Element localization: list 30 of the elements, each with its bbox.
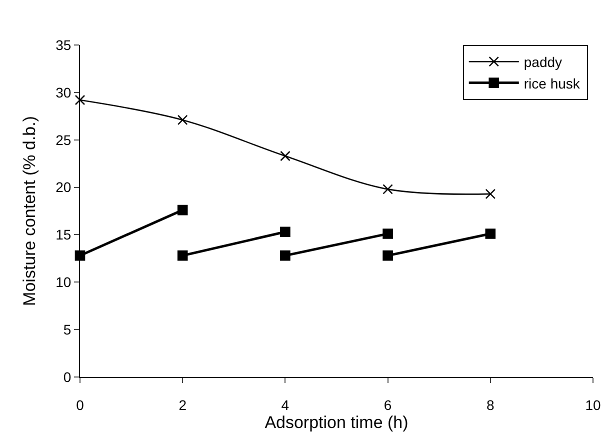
y-tick-label: 15 bbox=[56, 226, 72, 243]
x-tick-label: 8 bbox=[486, 396, 494, 413]
x-axis-title: Adsorption time (h) bbox=[264, 412, 408, 432]
x-tick-label: 6 bbox=[384, 396, 392, 413]
y-tick-label: 35 bbox=[56, 36, 72, 53]
y-tick-label: 20 bbox=[56, 179, 72, 196]
y-tick-label: 0 bbox=[63, 368, 72, 385]
y-tick-label: 25 bbox=[56, 132, 72, 148]
point bbox=[177, 114, 188, 126]
y-axis-title: Moisture content (% d.b.) bbox=[20, 116, 40, 306]
point bbox=[382, 228, 393, 239]
point bbox=[177, 204, 188, 216]
point bbox=[485, 228, 496, 239]
y-tick-label: 5 bbox=[63, 321, 72, 338]
x-tick-label: 0 bbox=[76, 396, 84, 413]
point bbox=[280, 226, 290, 238]
legend-label: rice husk bbox=[524, 75, 581, 92]
point bbox=[177, 250, 188, 261]
point bbox=[382, 184, 393, 194]
y-tick-label: 10 bbox=[56, 274, 72, 290]
point bbox=[382, 250, 393, 261]
point bbox=[485, 188, 496, 200]
point bbox=[74, 94, 86, 106]
x-tick-label: 4 bbox=[281, 396, 290, 413]
x-tick-label: 2 bbox=[178, 396, 187, 413]
y-tick-label: 30 bbox=[56, 84, 72, 100]
point bbox=[280, 250, 290, 261]
legend-label: paddy bbox=[524, 54, 562, 70]
x-tick-label: 10 bbox=[585, 396, 601, 413]
point bbox=[280, 150, 290, 162]
